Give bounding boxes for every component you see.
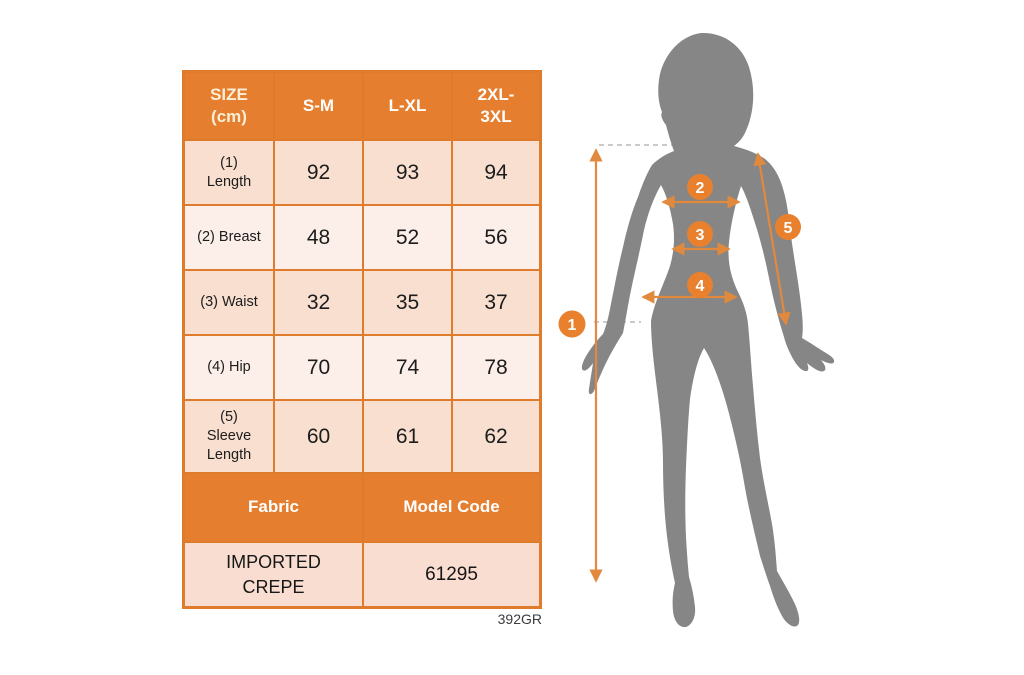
cell-waist-2xl: 37 bbox=[453, 271, 539, 334]
cell-hip-sm: 70 bbox=[275, 336, 362, 399]
cell-sleeve-sm: 60 bbox=[275, 401, 362, 472]
cell-length-sm: 92 bbox=[275, 141, 362, 204]
weight-footnote: 392GR bbox=[497, 611, 542, 627]
cell-hip-2xl: 78 bbox=[453, 336, 539, 399]
size-chart-table: SIZE (cm) S-M L-XL 2XL- 3XL (1) Length 9… bbox=[182, 70, 542, 609]
cell-sleeve-lxl: 61 bbox=[364, 401, 451, 472]
marker-circle bbox=[687, 221, 713, 247]
row-label-length: (1) Length bbox=[185, 141, 273, 204]
marker-label: 4 bbox=[696, 278, 705, 295]
marker-3-waist: 3 bbox=[687, 221, 713, 247]
fabric-value: IMPORTED CREPE bbox=[185, 543, 362, 606]
marker-label: 5 bbox=[784, 220, 793, 237]
cell-waist-sm: 32 bbox=[275, 271, 362, 334]
marker-4-hip: 4 bbox=[687, 272, 713, 298]
cell-waist-lxl: 35 bbox=[364, 271, 451, 334]
cell-hip-lxl: 74 bbox=[364, 336, 451, 399]
row-label-hip: (4) Hip bbox=[185, 336, 273, 399]
marker-circle bbox=[558, 310, 586, 338]
cell-sleeve-2xl: 62 bbox=[453, 401, 539, 472]
column-header-s-m: S-M bbox=[275, 73, 362, 139]
fabric-header: Fabric bbox=[185, 474, 362, 541]
sleeve-arrow bbox=[753, 152, 791, 326]
cell-length-2xl: 94 bbox=[453, 141, 539, 204]
cell-length-lxl: 93 bbox=[364, 141, 451, 204]
row-label-sleeve-length: (5) Sleeve Length bbox=[185, 401, 273, 472]
marker-circle bbox=[687, 272, 713, 298]
marker-5-sleeve: 5 bbox=[775, 214, 801, 240]
model-code-header: Model Code bbox=[364, 474, 539, 541]
marker-circle bbox=[687, 174, 713, 200]
marker-1-length: 1 bbox=[558, 310, 586, 338]
column-header-size-cm: SIZE (cm) bbox=[185, 73, 273, 139]
marker-circle bbox=[775, 214, 801, 240]
cell-breast-lxl: 52 bbox=[364, 206, 451, 269]
column-header-2xl-3xl: 2XL- 3XL bbox=[453, 73, 539, 139]
body-silhouette bbox=[581, 32, 835, 628]
marker-label: 2 bbox=[696, 180, 705, 197]
model-code-value: 61295 bbox=[364, 543, 539, 606]
row-label-breast: (2) Breast bbox=[185, 206, 273, 269]
marker-label: 3 bbox=[696, 227, 705, 244]
marker-2-breast: 2 bbox=[687, 174, 713, 200]
column-header-l-xl: L-XL bbox=[364, 73, 451, 139]
row-label-waist: (3) Waist bbox=[185, 271, 273, 334]
cell-breast-sm: 48 bbox=[275, 206, 362, 269]
marker-label: 1 bbox=[568, 317, 577, 334]
cell-breast-2xl: 56 bbox=[453, 206, 539, 269]
